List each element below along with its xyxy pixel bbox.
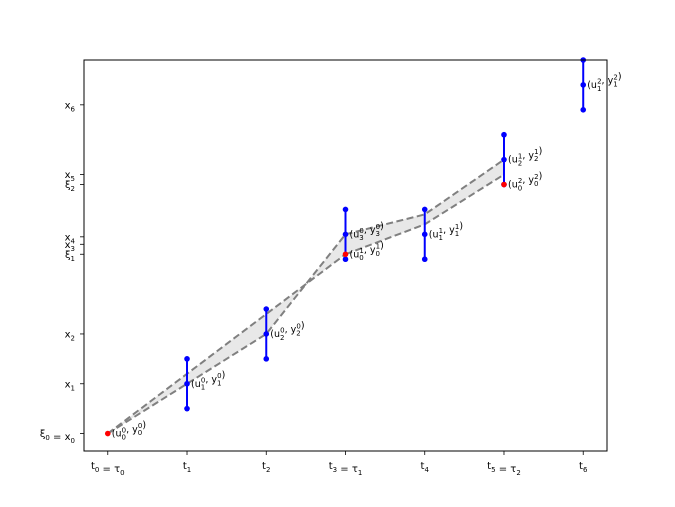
interval-marker xyxy=(263,306,270,312)
point-label: (u02, y02) xyxy=(508,171,542,192)
x-tick-label: t0 = τ0 xyxy=(91,461,125,477)
interval-marker xyxy=(342,206,349,213)
y-tick-label: x4 xyxy=(65,232,76,245)
red-point xyxy=(104,430,111,437)
dashed-series-line xyxy=(107,233,347,435)
point-label: (u11, y11) xyxy=(429,221,463,242)
interval-marker xyxy=(184,356,190,362)
y-tick-label: x6 xyxy=(65,100,76,113)
interval-marker xyxy=(342,231,349,238)
point-label: (u00, y00) xyxy=(112,420,146,441)
interval-marker xyxy=(421,231,428,238)
dashed-series-line xyxy=(345,158,505,236)
point-label-layer: (u00, y00) (u10, y10) (u20, y20) (u30, y30)… xyxy=(112,71,622,441)
point-label: (u20, y20) xyxy=(270,320,304,341)
y-tick-label: x3 xyxy=(65,240,75,253)
point-label: (u21, y21) xyxy=(508,146,542,167)
x-tick-label: t6 xyxy=(579,461,588,474)
point-label: (u10, y10) xyxy=(191,370,225,391)
interval-marker xyxy=(263,356,270,362)
interval-marker xyxy=(501,131,507,138)
y-tick-label: x2 xyxy=(65,329,75,342)
point-label: (u30, y30) xyxy=(350,221,384,242)
red-point xyxy=(342,251,349,258)
x-tick-label: t5 = τ2 xyxy=(487,461,521,477)
interval-marker xyxy=(501,156,507,163)
interval-marker xyxy=(421,256,428,263)
interval-marker xyxy=(263,331,270,337)
red-point xyxy=(501,181,507,188)
x-tick-label: t2 xyxy=(262,461,270,474)
point-layer xyxy=(104,181,507,437)
y-tick-label: x1 xyxy=(65,379,75,392)
y-tick-label: ξ1 xyxy=(65,250,75,263)
y-tick-label: ξ0 = x0 xyxy=(40,429,75,445)
x-axis: t0 = τ0 t1 t2 t3 = τ1 t4 t5 = τ2 t6 xyxy=(91,451,588,477)
interval-marker xyxy=(580,107,587,113)
point-label: (u01, y01) xyxy=(350,241,384,262)
interval-marker xyxy=(580,82,587,88)
point-label: (u12, y12) xyxy=(587,71,621,92)
interval-marker xyxy=(421,206,428,213)
x-tick-label: t1 xyxy=(183,461,191,474)
shaded-region xyxy=(345,159,504,255)
dashed-series-line xyxy=(107,253,347,435)
interval-layer xyxy=(184,57,587,412)
x-tick-label: t4 xyxy=(421,461,430,474)
y-tick-label: ξ2 xyxy=(65,180,75,193)
interval-marker xyxy=(342,256,349,263)
x-tick-label: t3 = τ1 xyxy=(329,461,363,477)
y-tick-label: x5 xyxy=(65,170,75,183)
interval-marker xyxy=(184,405,190,412)
fill-layer xyxy=(107,159,504,434)
interval-marker xyxy=(184,380,190,387)
